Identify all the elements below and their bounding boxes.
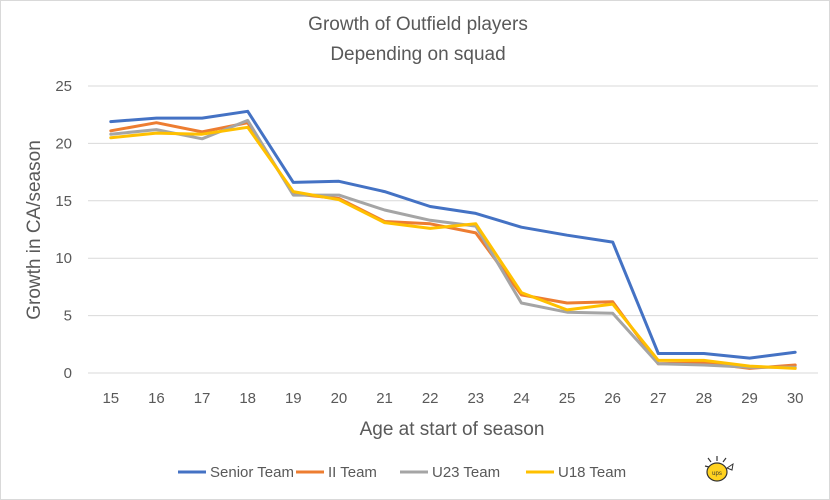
x-tick-label: 21 (376, 390, 393, 407)
logo-lettering: ups (712, 471, 722, 477)
gridlines (88, 85, 818, 374)
series-line-u18-team (109, 125, 797, 370)
legend-label: Senior Team (210, 464, 294, 481)
x-tick-label: 23 (467, 390, 484, 407)
y-tick-label: 15 (55, 193, 72, 210)
legend-label: U18 Team (558, 464, 626, 481)
x-tick-label: 20 (331, 390, 348, 407)
series-line-senior-team (109, 109, 797, 360)
x-axis-ticks: 15 16 17 18 19 20 21 22 23 24 25 26 27 28 29 30 (102, 390, 803, 407)
y-tick-label: 25 (55, 78, 72, 95)
x-tick-label: 17 (194, 390, 211, 407)
y-tick-label: 5 (64, 308, 72, 325)
small-cartoon-logo: ups (704, 456, 734, 482)
y-tick-label: 0 (64, 365, 72, 382)
x-tick-label: 22 (422, 390, 439, 407)
x-tick-label: 25 (559, 390, 576, 407)
y-axis-ticks: 0 5 10 15 20 25 (55, 78, 72, 382)
series-line-u23-team (109, 118, 797, 369)
x-tick-label: 27 (650, 390, 667, 407)
x-tick-label: 16 (148, 390, 165, 407)
legend-label: II Team (328, 464, 377, 481)
x-tick-label: 15 (102, 390, 119, 407)
y-tick-label: 20 (55, 135, 72, 152)
legend-label: U23 Team (432, 464, 500, 481)
x-tick-label: 26 (604, 390, 621, 407)
x-tick-label: 24 (513, 390, 530, 407)
x-tick-label: 19 (285, 390, 302, 407)
x-tick-label: 30 (787, 390, 804, 407)
x-tick-label: 28 (696, 390, 713, 407)
legend: Senior Team II Team U23 Team U18 Team (178, 464, 626, 481)
chart-title: Growth of Outfield players (308, 14, 528, 35)
x-axis-title: Age at start of season (360, 419, 545, 440)
series-line-ii-team (109, 121, 797, 370)
x-tick-label: 18 (239, 390, 256, 407)
x-tick-label: 29 (741, 390, 758, 407)
chart-subtitle: Depending on squad (330, 44, 505, 65)
series-lines (109, 109, 797, 370)
y-tick-label: 10 (55, 250, 72, 267)
y-axis-title: Growth in CA/season (24, 140, 45, 320)
